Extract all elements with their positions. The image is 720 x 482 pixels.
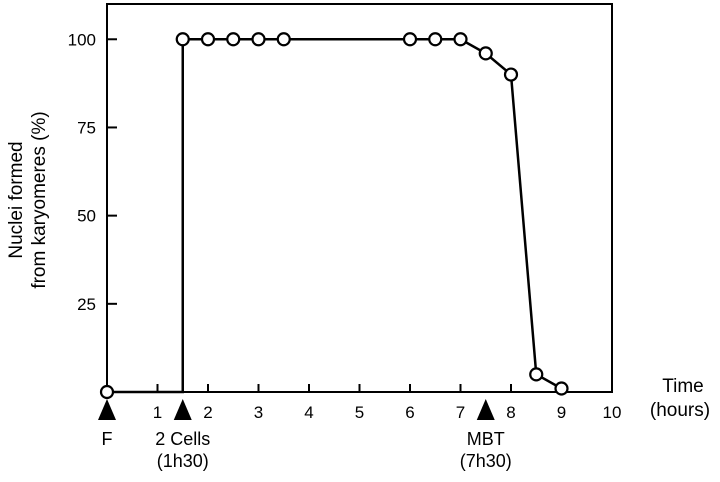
- x-tick-label: 4: [304, 403, 313, 422]
- y-axis-ticks: 25 50 75 100: [68, 30, 117, 314]
- x-axis-ticks: 1 2 3 4 5 6 7 8 9 10: [153, 384, 622, 422]
- annotation-label: MBT: [467, 429, 505, 449]
- annotation-label: (1h30): [157, 451, 209, 471]
- x-tick-label: 3: [254, 403, 263, 422]
- data-point-marker: [529, 367, 544, 382]
- x-tick-label: 8: [506, 403, 515, 422]
- x-tick-label: 7: [456, 403, 465, 422]
- data-point-marker: [402, 32, 418, 47]
- x-tick-label: 1: [153, 403, 162, 422]
- data-point-marker: [478, 46, 493, 61]
- y-tick-label: 50: [77, 207, 96, 226]
- annotation-arrow-icon: [476, 399, 495, 420]
- x-tick-label: 10: [603, 403, 622, 422]
- series-group: [99, 32, 569, 400]
- data-point-marker: [175, 32, 190, 47]
- data-point-marker: [200, 32, 216, 47]
- data-point-marker: [428, 32, 443, 47]
- x-tick-label: 6: [405, 403, 414, 422]
- annotation-arrow-icon: [173, 399, 192, 420]
- data-point-marker: [99, 384, 115, 400]
- x-tick-label: 2: [203, 403, 212, 422]
- data-point-marker: [276, 32, 291, 47]
- x-axis-title-line-2: (hours): [650, 400, 710, 421]
- y-tick-label: 100: [68, 30, 96, 49]
- data-point-marker: [226, 32, 241, 47]
- x-tick-label: 5: [355, 403, 364, 422]
- annotation-label: (7h30): [460, 451, 512, 471]
- series-line: [107, 38, 563, 394]
- x-axis-title-line-1: Time: [662, 376, 704, 397]
- data-point-marker: [503, 67, 519, 82]
- annotation-arrow-icon: [98, 399, 116, 420]
- data-point-marker: [251, 32, 266, 47]
- annotation-label: F: [102, 429, 113, 449]
- y-tick-label: 25: [77, 295, 96, 314]
- annotations-group: F 2 Cells(1h30) MBT(7h30): [98, 399, 512, 471]
- y-tick-label: 75: [77, 118, 96, 137]
- y-axis-title-line-1: Nuclei formed: [6, 141, 27, 258]
- x-tick-label: 9: [557, 403, 566, 422]
- data-point-marker: [554, 381, 569, 396]
- y-axis-title-line-2: from karyomeres (%): [29, 111, 50, 288]
- data-point-marker: [453, 32, 468, 47]
- annotation-label: 2 Cells: [155, 429, 210, 449]
